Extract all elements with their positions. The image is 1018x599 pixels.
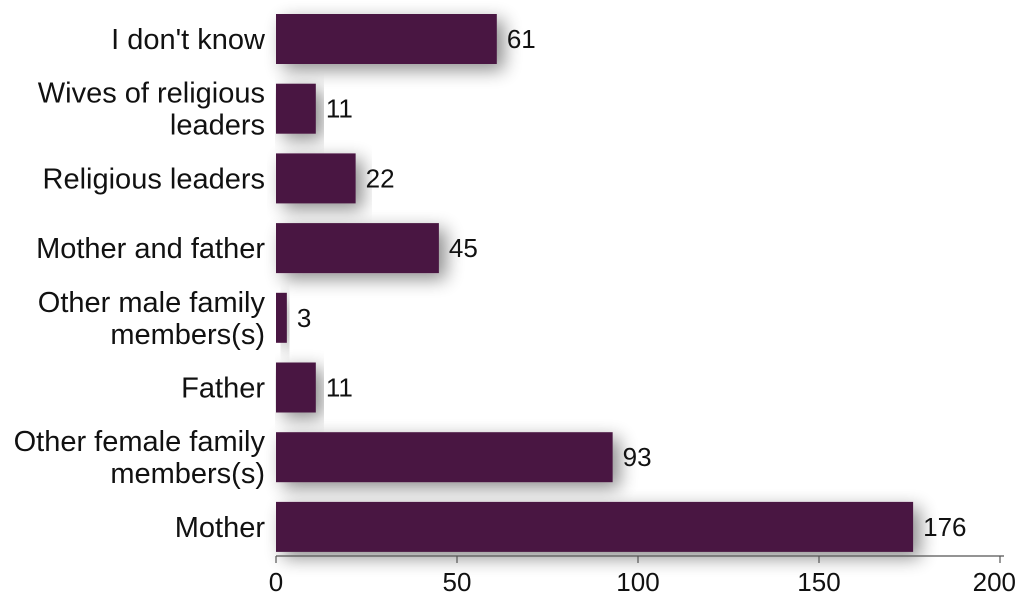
x-tick-label: 200 (973, 567, 1016, 597)
bar (276, 362, 316, 413)
category-label: Other female family members(s) (14, 426, 266, 490)
x-tick-label: 150 (797, 567, 840, 597)
bar (276, 14, 497, 64)
data-label: 11 (326, 373, 353, 403)
x-tick-label: 0 (269, 567, 283, 597)
category-labels: I don't know Wives of religious leaders Rel… (14, 24, 266, 544)
category-label: Father (181, 373, 265, 405)
bar (276, 501, 914, 552)
data-label: 22 (366, 163, 395, 193)
bar (276, 292, 287, 343)
data-label: 61 (507, 24, 536, 54)
bar (276, 223, 439, 274)
data-label: 176 (923, 512, 966, 542)
bars-layer (276, 14, 914, 552)
category-label: Mother and father (36, 233, 265, 265)
category-label: Wives of religious leaders (38, 78, 265, 142)
data-label: 3 (297, 303, 311, 333)
bar (276, 83, 316, 134)
category-label: I don't know (111, 24, 266, 56)
bar (276, 153, 356, 204)
category-label: Mother (175, 512, 266, 544)
data-label: 11 (326, 94, 353, 124)
category-label: Religious leaders (43, 163, 265, 195)
data-labels: 61 11 22 45 3 11 93 176 (297, 24, 967, 542)
bar (276, 432, 613, 483)
data-label: 45 (449, 233, 478, 263)
x-tick-label: 100 (616, 567, 659, 597)
x-axis: 0 50 100 150 200 (269, 555, 1016, 597)
data-label: 93 (623, 442, 652, 472)
x-tick-label: 50 (443, 567, 472, 597)
category-label: Other male family members(s) (38, 287, 266, 351)
